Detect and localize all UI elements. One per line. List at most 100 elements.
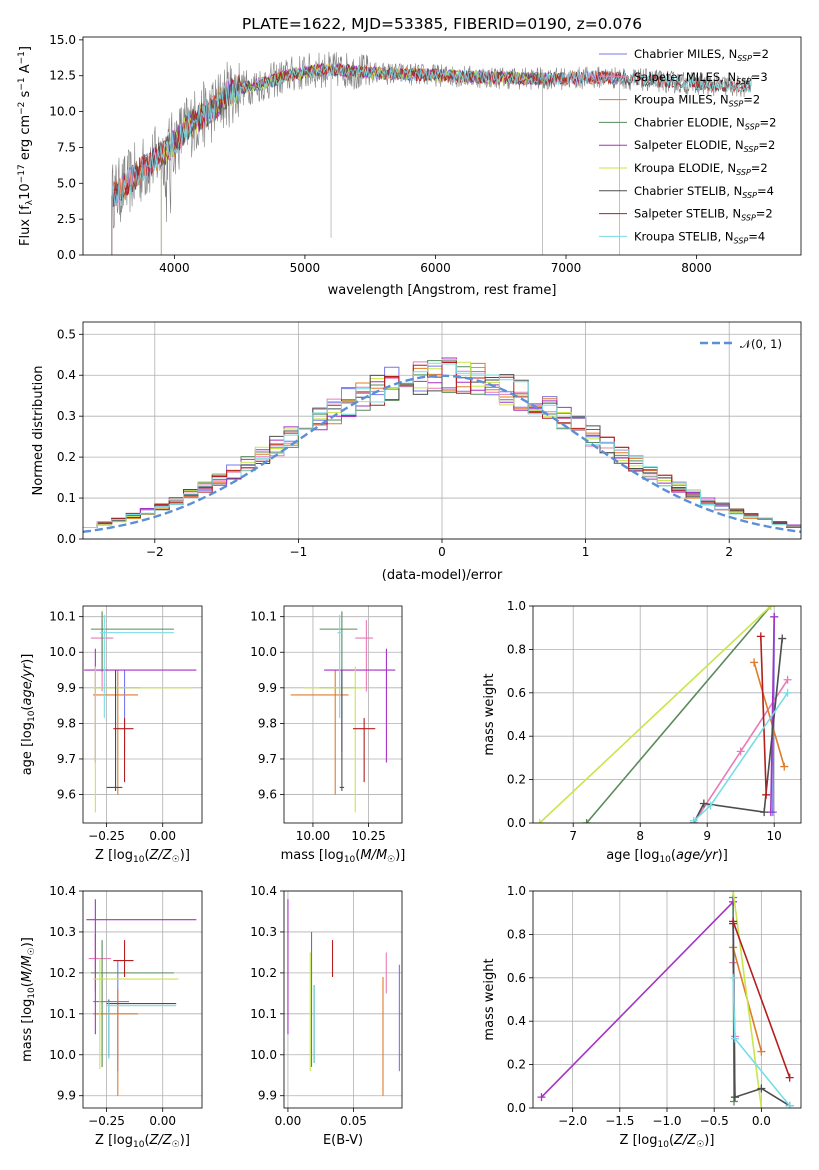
y-tick-label: 10.0: [49, 645, 76, 659]
weight-marker-chabrier_elodie: [582, 819, 591, 823]
age-vs-metallicity-panel: −0.25 0.00 9.6 9.7 9.8 9.9 10.0 10.1 Z [log10(Z/…: [20, 605, 203, 865]
y-tick-label: 0.6: [507, 971, 526, 985]
axes-frame: [283, 605, 403, 824]
y-tick-label: 12.5: [49, 69, 76, 83]
weight-marker-chabrier_stelib: [760, 808, 769, 817]
x-tick-label: 0.00: [275, 1114, 302, 1128]
y-tick-label: 0.2: [507, 773, 526, 787]
plot-area: [290, 611, 396, 813]
y-tick-label: 10.1: [49, 610, 76, 624]
x-tick-label: 5000: [290, 261, 321, 275]
y-tick-label: 9.9: [57, 1089, 76, 1103]
y-tick-label: 0.8: [507, 642, 526, 656]
weight-marker-salpeter_elodie: [729, 897, 738, 906]
plot-area: [83, 357, 801, 533]
y-axis-label: Normed distribution: [31, 366, 46, 496]
weight-marker-salpeter_miles: [736, 747, 745, 756]
axes-frame: [82, 890, 203, 1109]
y-tick-label: 10.0: [250, 645, 277, 659]
x-tick-label: −0.25: [88, 829, 125, 843]
y-tick-label: 10.1: [49, 1007, 76, 1021]
x-tick-label: 0.0: [752, 1114, 771, 1128]
x-tick-label: −0.25: [88, 1114, 125, 1128]
x-tick-label: −1.5: [605, 1114, 634, 1128]
weight-marker-kroupa_stelib: [729, 973, 738, 982]
y-tick-label: 0.8: [507, 927, 526, 941]
x-axis-label: (data-model)/error: [382, 568, 503, 583]
legend-entry: Salpeter MILES, NSSP=3: [634, 70, 768, 86]
x-tick-label: 1: [582, 545, 590, 559]
histogram-salpeter_stelib: [83, 362, 801, 528]
weight-line-salpeter_elodie: [540, 901, 734, 1098]
x-tick-label: 10.25: [351, 829, 385, 843]
y-tick-label: 0.2: [57, 450, 76, 464]
y-tick-label: 10.3: [250, 925, 277, 939]
weight-marker-salpeter_stelib: [785, 1073, 794, 1082]
axes-frame: [532, 605, 802, 824]
y-tick-label: 1.0: [507, 599, 526, 613]
y-tick-label: 10.0: [49, 105, 76, 119]
plot-area: [537, 891, 794, 1108]
y-tick-label: 9.9: [258, 681, 277, 695]
legend-entry: Salpeter STELIB, NSSP=2: [634, 207, 773, 223]
weight-marker-salpeter_miles: [783, 675, 792, 684]
y-tick-label: 0.1: [57, 491, 76, 505]
plot-area: [111, 51, 752, 255]
y-tick-label: 0.5: [57, 327, 76, 341]
y-tick-label: 0.3: [57, 409, 76, 423]
x-tick-label: 0.05: [340, 1114, 367, 1128]
spectrum-panel: 4000 5000 6000 7000 8000 0.0 2.5 5.0 7.5 10.0 12.5…: [17, 33, 802, 298]
mass-weight-vs-age-panel: 7 8 9 10 0.0 0.2 0.4 0.6 0.8 1.0 mass weight age [l…: [482, 599, 802, 865]
spectrum-legend: Chabrier MILES, NSSP=2 Salpeter MILES, NS…: [599, 47, 776, 245]
weight-marker-kroupa_stelib: [783, 688, 792, 697]
y-axis-label: mass [log10(M/M☉)]: [20, 937, 37, 1062]
x-tick-label: 0.00: [149, 1114, 176, 1128]
plot-area: [287, 899, 400, 1096]
weight-line-kroupa_elodie: [732, 891, 763, 1108]
histogram-kroupa_stelib: [83, 362, 801, 528]
y-axis-label: mass weight: [482, 958, 497, 1040]
y-axis-label: Flux [fλ10−17 erg cm−2 s−1 A−1]: [17, 46, 35, 246]
weight-marker-kroupa_stelib: [689, 816, 698, 823]
y-tick-label: 9.8: [57, 716, 76, 730]
y-tick-label: 0.6: [507, 686, 526, 700]
x-tick-label: 7: [569, 829, 577, 843]
y-tick-label: 0.4: [507, 729, 526, 743]
x-axis-label: wavelength [Angstrom, rest frame]: [328, 283, 557, 298]
axes-frame: [82, 605, 203, 824]
weight-line-chabrier_elodie: [585, 606, 772, 823]
mass-weight-vs-metallicity-panel: −2.0 −1.5 −1.0 −0.5 0.0 0.0 0.2 0.4 0.6 0.8 1.0 mas…: [482, 884, 802, 1150]
weight-marker-salpeter_elodie: [770, 612, 779, 621]
x-tick-label: 0: [438, 545, 446, 559]
weight-marker-kroupa_miles: [780, 762, 789, 771]
x-axis-label: Z [log10(Z/Z☉)]: [620, 1133, 715, 1150]
axes-frame: [283, 890, 403, 1109]
weight-line-chabrier_stelib: [693, 638, 783, 823]
y-tick-label: 10.0: [49, 1048, 76, 1062]
y-tick-label: 0.0: [57, 248, 76, 262]
y-tick-label: 9.9: [258, 1089, 277, 1103]
y-tick-label: 10.4: [49, 884, 76, 898]
plot-area: [535, 606, 792, 823]
x-tick-label: 2: [725, 545, 733, 559]
x-tick-label: −1.0: [652, 1114, 681, 1128]
y-tick-label: 9.6: [57, 788, 76, 802]
y-tick-label: 15.0: [49, 33, 76, 47]
y-tick-label: 10.4: [250, 884, 277, 898]
weight-marker-kroupa_elodie: [757, 1104, 766, 1108]
x-axis-label: Z [log10(Z/Z☉)]: [95, 1133, 190, 1150]
weight-marker-kroupa_elodie: [766, 606, 775, 610]
y-tick-label: 9.6: [258, 788, 277, 802]
y-tick-label: 10.2: [250, 966, 277, 980]
x-tick-label: −2.0: [558, 1114, 587, 1128]
y-tick-label: 9.7: [258, 752, 277, 766]
x-tick-label: 7000: [551, 261, 582, 275]
weight-marker-kroupa_stelib: [706, 801, 715, 810]
x-axis-label: E(B-V): [323, 1133, 363, 1148]
legend-entry: Kroupa MILES, NSSP=2: [634, 93, 760, 109]
x-tick-label: 0.00: [149, 829, 176, 843]
y-tick-label: 9.8: [258, 716, 277, 730]
x-axis-label: Z [log10(Z/Z☉)]: [95, 848, 190, 865]
legend-entry: Chabrier STELIB, NSSP=4: [634, 184, 774, 200]
